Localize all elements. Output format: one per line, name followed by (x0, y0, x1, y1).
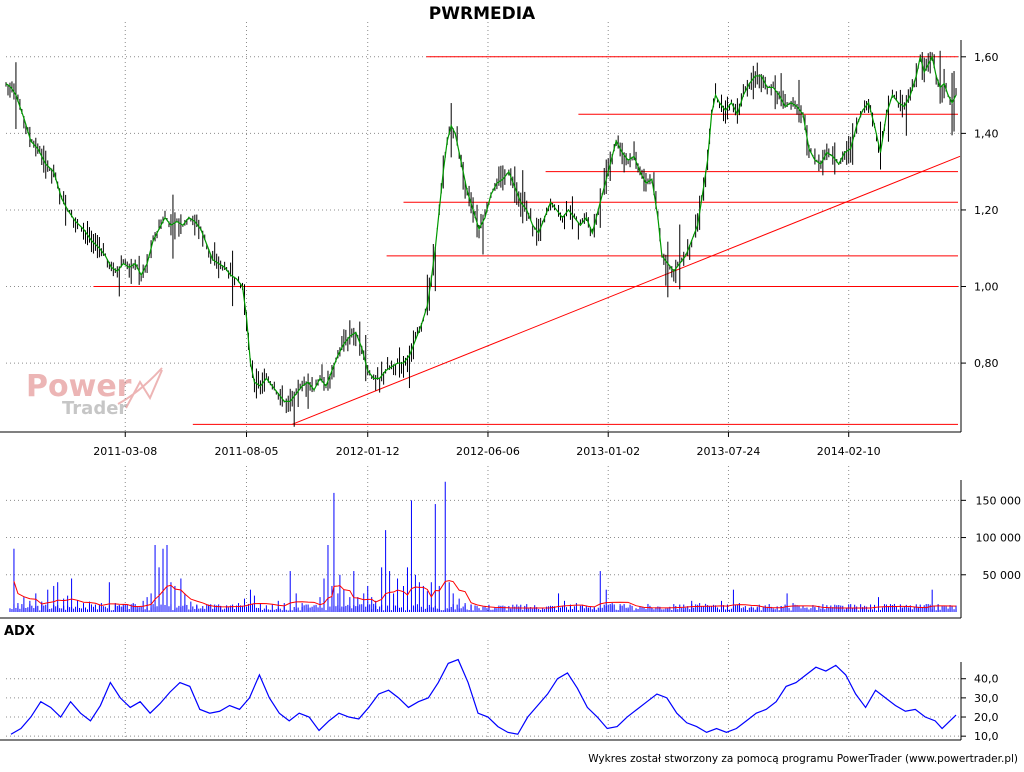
watermark-trader: Trader (62, 398, 127, 419)
x-tick-label: 2014-02-10 (817, 445, 881, 458)
y-tick-label: 40,0 (974, 673, 999, 686)
y-tick-label: 1,20 (974, 204, 999, 217)
watermark-power: Power (26, 369, 132, 404)
trendline (292, 155, 961, 425)
x-tick-label: 2011-08-05 (215, 445, 279, 458)
volume-average-line (13, 580, 957, 609)
volume-axis: 50 000 100 000 150 000 (0, 480, 1022, 619)
powertrader-watermark: Power Trader (26, 367, 163, 419)
y-tick-label: 0,80 (974, 357, 999, 370)
close-price-series (5, 55, 957, 402)
y-tick-label: 50 000 (983, 569, 1022, 582)
adx-line (10, 658, 957, 735)
adx-series (10, 658, 957, 735)
adx-label: ADX (4, 624, 35, 639)
volume-grid (6, 466, 960, 612)
x-tick-label: 2013-01-02 (576, 445, 640, 458)
y-tick-label: 10,0 (974, 730, 999, 743)
adx-axis: 10,0 20,0 30,0 40,0 (0, 662, 999, 743)
price-line (5, 55, 957, 402)
y-tick-label: 1,60 (974, 51, 999, 64)
y-tick-label: 1,00 (974, 281, 999, 294)
y-tick-label: 1,40 (974, 127, 999, 140)
x-tick-label: 2011-03-08 (93, 445, 157, 458)
y-tick-label: 150 000 (976, 494, 1022, 507)
y-tick-label: 30,0 (974, 692, 999, 705)
price-grid (6, 22, 960, 432)
adx-grid (6, 640, 960, 740)
price-axis: 0,80 1,00 1,20 1,40 1,60 2011-03-08 2011-08-05… (0, 40, 999, 458)
x-tick-label: 2012-01-12 (336, 445, 400, 458)
watermark-swoosh-icon (117, 367, 163, 409)
y-tick-label: 20,0 (974, 711, 999, 724)
chart-title: PWRMEDIA (429, 4, 536, 24)
x-tick-label: 2013-07-24 (696, 445, 760, 458)
x-tick-label: 2012-06-06 (456, 445, 520, 458)
price-trendlines (93, 56, 961, 425)
y-tick-label: 100 000 (976, 532, 1022, 545)
footer-credit: Wykres został stworzony za pomocą progra… (588, 753, 1018, 765)
volume-bars (9, 481, 957, 612)
